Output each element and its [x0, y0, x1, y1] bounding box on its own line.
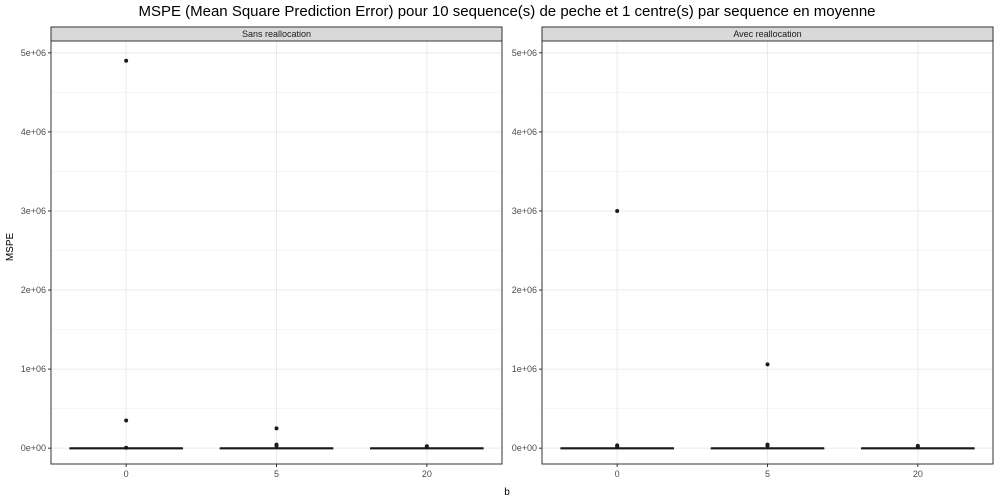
panel-1-x-tick-label: 5	[274, 469, 279, 479]
panel-1-box-20	[369, 444, 484, 450]
outlier-point	[124, 58, 129, 63]
chart-title: MSPE (Mean Square Prediction Error) pour…	[138, 3, 875, 20]
panel-1-y-tick-label: 5e+06	[21, 48, 46, 58]
panel-2-y-tick-label: 4e+06	[512, 127, 537, 137]
x-axis-title: b	[504, 487, 510, 498]
panel-2-y-tick-label: 1e+06	[512, 364, 537, 374]
panel-1-strip	[50, 26, 503, 42]
panel-1-box-5	[219, 426, 334, 450]
outlier-point	[615, 208, 620, 213]
panel-2-y-tick-label: 0e+00	[512, 443, 537, 453]
panel-2-box-20	[860, 443, 975, 450]
panel-1-strip-label: Sans reallocation	[242, 29, 311, 39]
outlier-point	[274, 443, 279, 448]
panel-1-x-tick-label: 0	[124, 469, 129, 479]
panel-2-y-tick-label: 2e+06	[512, 285, 537, 295]
outlier-point	[274, 426, 279, 431]
panel-2-y-tick-label: 3e+06	[512, 206, 537, 216]
panel-1-box-0	[69, 58, 184, 450]
panel-1-y-tick-label: 2e+06	[21, 285, 46, 295]
outlier-point	[424, 445, 429, 450]
panel-2-x-tick-label: 0	[615, 469, 620, 479]
panel-1-y-tick-label: 1e+06	[21, 364, 46, 374]
outlier-point	[124, 418, 129, 423]
panel-2-x-tick-label: 5	[765, 469, 770, 479]
panel-1-x-tick-label: 20	[422, 469, 432, 479]
y-axis-title: MSPE	[5, 233, 16, 262]
panel-2: Avec reallocation 0e+00 1e+06 2e+06 3e+06 4e+…	[512, 26, 994, 479]
panel-1-y-tick-label: 4e+06	[21, 127, 46, 137]
panel-2-y-tick-label: 5e+06	[512, 48, 537, 58]
panel-1-y-tick-label: 3e+06	[21, 206, 46, 216]
outlier-point	[765, 443, 770, 448]
outlier-point	[915, 445, 920, 450]
outlier-point	[124, 445, 129, 450]
panel-1-y-tick-label: 0e+00	[21, 443, 46, 453]
panel-1: Sans reallocation 0e+00 1e+06 2e+06 3e+06 4e+…	[21, 26, 503, 479]
panel-2-box-0	[560, 208, 675, 450]
panel-2-x-tick-label: 20	[913, 469, 923, 479]
panel-2-strip-label: Avec reallocation	[733, 29, 801, 39]
chart-panels: Sans reallocation 0e+00 1e+06 2e+06 3e+06 4e+…	[21, 26, 994, 479]
outlier-point	[615, 444, 620, 449]
panel-2-strip	[541, 26, 994, 42]
outlier-point	[765, 362, 770, 367]
panel-2-box-5	[710, 362, 825, 450]
